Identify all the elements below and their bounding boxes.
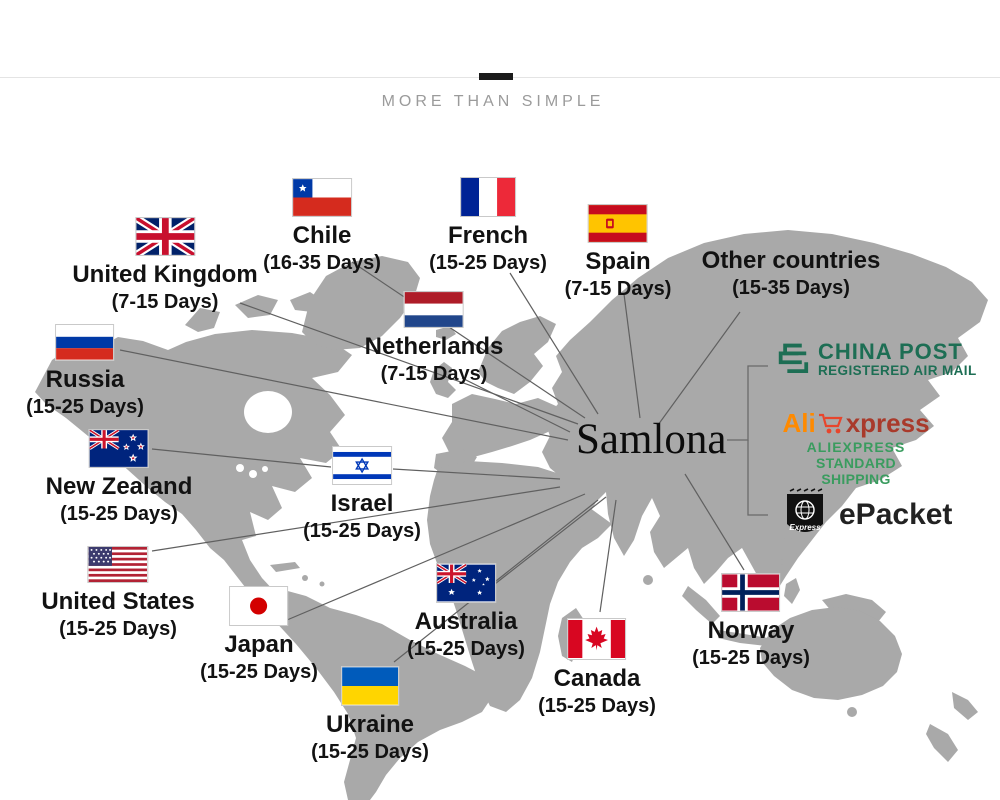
country-days: (15-25 Days): [692, 646, 810, 669]
united-kingdom-flag-icon: [135, 217, 195, 256]
aliexpress-cart-icon: [818, 413, 843, 434]
country-name: Ukraine: [325, 711, 415, 738]
country-united-states: United States (15-25 Days): [41, 546, 195, 642]
aliexpress-logo: Ali xpress ALIEXPRESS STANDARD SHIPPING: [781, 409, 931, 487]
country-days: (15-25 Days): [303, 519, 421, 542]
china-post-logo: CHINA POST REGISTERED AIR MAIL: [774, 340, 977, 380]
country-name: Spain: [585, 248, 651, 275]
country-days: (7-15 Days): [111, 290, 219, 313]
aliexpress-ali-text: Ali: [782, 408, 816, 438]
country-name: Netherlands: [364, 333, 504, 360]
country-days: (15-25 Days): [200, 660, 318, 683]
header-accent-bar: [479, 73, 513, 80]
country-days: (7-15 Days): [380, 362, 488, 385]
usa-flag-icon: [87, 546, 149, 583]
country-name: United States: [41, 588, 195, 615]
country-russia: Russia (15-25 Days): [26, 324, 144, 420]
country-netherlands: Netherlands (7-15 Days): [364, 291, 504, 387]
australia-flag-icon: [436, 563, 496, 603]
country-name: French: [447, 222, 528, 249]
connector-lines: [119, 261, 745, 663]
country-name: Chile: [292, 222, 352, 249]
country-name: Norway: [707, 617, 795, 644]
country-name: Japan: [224, 631, 294, 658]
norway-flag-icon: [721, 573, 781, 612]
country-canada: Canada (15-25 Days): [538, 618, 656, 719]
canada-flag-icon: [567, 618, 627, 660]
logo-bracket: [727, 365, 768, 516]
tagline: MORE THAN SIMPLE: [381, 93, 605, 110]
country-name: Other countries: [701, 247, 881, 274]
country-norway: Norway (15-25 Days): [692, 573, 810, 671]
epacket-badge-text: Express: [789, 523, 821, 532]
china-post-title: CHINA POST: [818, 338, 963, 364]
china-post-emblem-icon: [778, 343, 809, 373]
spain-flag-icon: [588, 204, 648, 243]
country-days: (16-35 Days): [263, 251, 381, 274]
country-ukraine: Ukraine (15-25 Days): [311, 666, 429, 765]
epacket-label: ePacket: [839, 498, 953, 531]
country-australia: Australia (15-25 Days): [407, 563, 525, 662]
country-name: Australia: [414, 608, 518, 635]
country-days: (15-25 Days): [429, 251, 547, 274]
france-flag-icon: [460, 177, 516, 217]
country-chile: Chile (16-35 Days): [263, 178, 381, 276]
netherlands-flag-icon: [403, 291, 464, 328]
country-days: (15-35 Days): [732, 276, 850, 299]
chile-flag-icon: [292, 178, 352, 217]
country-israel: Israel (15-25 Days): [303, 446, 421, 544]
israel-flag-icon: [332, 446, 392, 485]
epacket-badge-icon: Express: [787, 488, 823, 532]
country-new-zealand: New Zealand (15-25 Days): [45, 429, 193, 527]
water-cutouts: [236, 391, 292, 478]
country-days: (15-25 Days): [311, 740, 429, 763]
country-united-kingdom: United Kingdom (7-15 Days): [72, 217, 258, 315]
country-days: (15-25 Days): [538, 694, 656, 717]
country-days: (7-15 Days): [564, 277, 672, 300]
new-zealand-flag-icon: [89, 429, 149, 468]
country-name: Canada: [553, 665, 641, 692]
country-french: French (15-25 Days): [429, 177, 547, 276]
country-days: (15-25 Days): [26, 395, 144, 418]
country-name: United Kingdom: [72, 261, 258, 288]
ukraine-flag-icon: [341, 666, 399, 706]
brand-name: Samlona: [576, 416, 727, 463]
country-days: (15-25 Days): [59, 617, 177, 640]
aliexpress-shipping-line1: ALIEXPRESS: [806, 439, 906, 455]
china-post-subtitle: REGISTERED AIR MAIL: [818, 362, 977, 378]
country-days: (15-25 Days): [407, 637, 525, 660]
country-other-countries: Other countries (15-35 Days): [701, 247, 881, 301]
country-japan: Japan (15-25 Days): [200, 586, 318, 685]
russia-flag-icon: [55, 324, 115, 361]
country-name: Israel: [330, 490, 394, 517]
country-days: (15-25 Days): [60, 502, 178, 525]
aliexpress-shipping-line2: STANDARD SHIPPING: [816, 455, 896, 487]
country-name: New Zealand: [45, 473, 193, 500]
aliexpress-xpress-text: xpress: [845, 408, 930, 438]
epacket-logo: Express ePacket: [784, 488, 952, 542]
japan-flag-icon: [229, 586, 289, 626]
country-name: Russia: [45, 366, 125, 393]
country-spain: Spain (7-15 Days): [564, 204, 672, 302]
